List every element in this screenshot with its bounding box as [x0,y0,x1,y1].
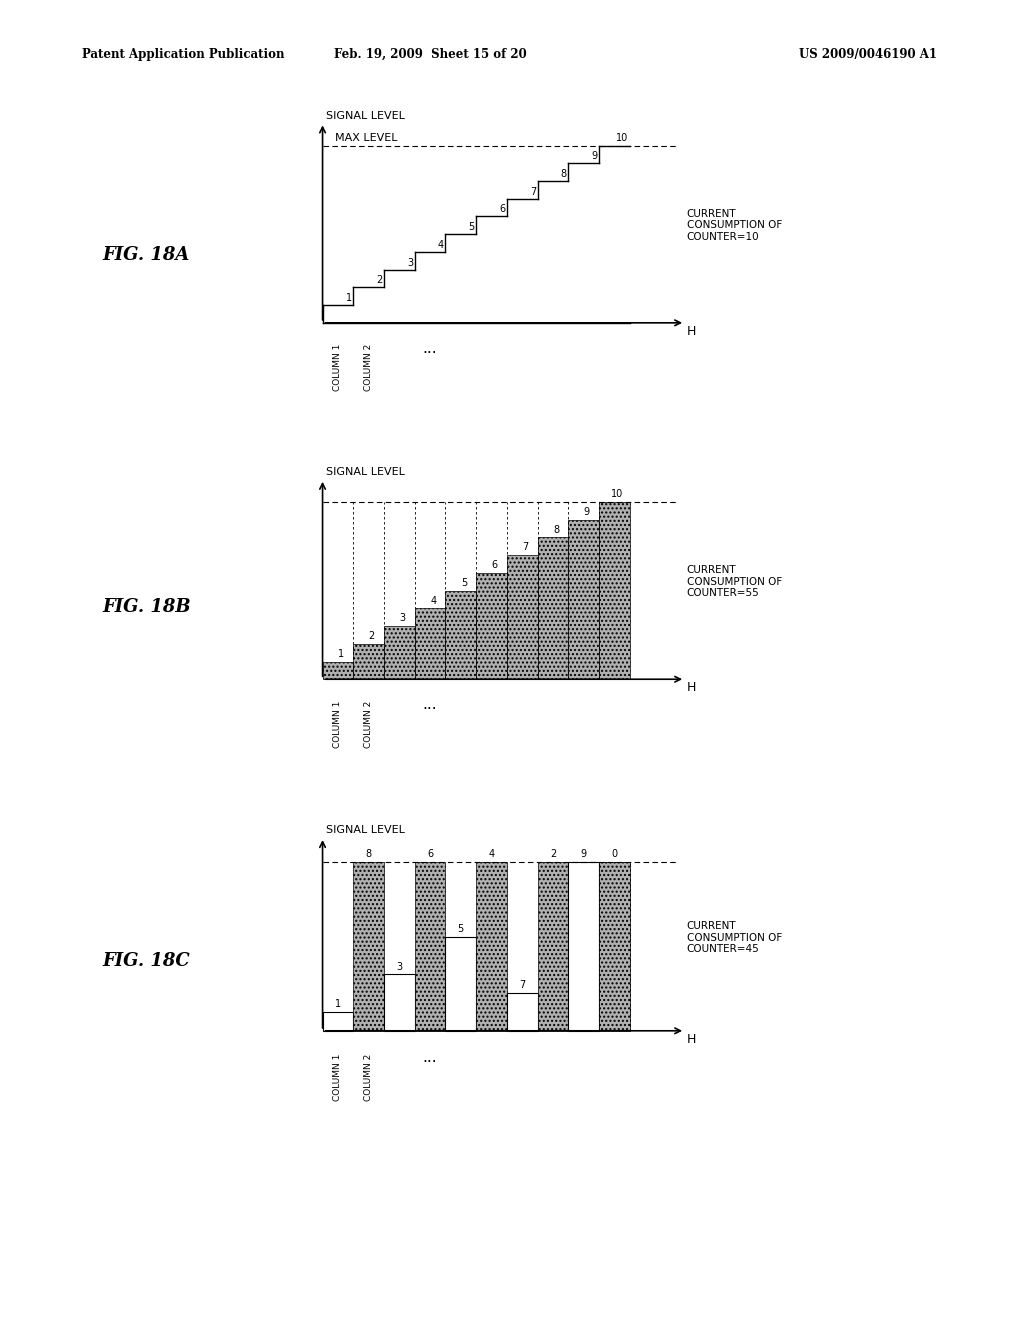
Text: US 2009/0046190 A1: US 2009/0046190 A1 [799,48,937,61]
Text: FIG. 18B: FIG. 18B [102,598,191,616]
Text: Patent Application Publication: Patent Application Publication [82,48,285,61]
Text: 9: 9 [581,849,587,859]
Bar [599,862,630,1031]
Bar [568,520,599,680]
Text: 3: 3 [408,257,413,268]
Text: ...: ... [423,1049,437,1065]
Text: 8: 8 [561,169,567,180]
Bar [538,537,568,680]
Text: 1: 1 [338,649,344,659]
Text: H: H [686,325,696,338]
Text: CURRENT
CONSUMPTION OF
COUNTER=45: CURRENT CONSUMPTION OF COUNTER=45 [686,921,782,954]
Text: COLUMN 1: COLUMN 1 [334,1053,342,1101]
Text: 9: 9 [584,507,590,517]
Bar [415,609,445,680]
Text: 8: 8 [553,525,559,535]
Text: 4: 4 [438,240,444,249]
Text: SIGNAL LEVEL: SIGNAL LEVEL [326,825,404,836]
Text: 10: 10 [611,490,624,499]
Text: COLUMN 2: COLUMN 2 [365,1053,373,1101]
Text: CURRENT
CONSUMPTION OF
COUNTER=10: CURRENT CONSUMPTION OF COUNTER=10 [686,209,782,242]
Text: 7: 7 [529,186,537,197]
Text: 6: 6 [492,560,498,570]
Text: ...: ... [423,697,437,711]
Bar [415,862,445,1031]
Bar [445,590,476,680]
Text: COLUMN 2: COLUMN 2 [365,701,373,747]
Text: Feb. 19, 2009  Sheet 15 of 20: Feb. 19, 2009 Sheet 15 of 20 [334,48,526,61]
Text: 10: 10 [616,133,628,144]
Bar [323,1012,353,1031]
Text: 5: 5 [458,924,464,935]
Text: FIG. 18C: FIG. 18C [102,952,190,970]
Text: COLUMN 1: COLUMN 1 [334,345,342,392]
Text: COLUMN 1: COLUMN 1 [334,701,342,748]
Text: 2: 2 [369,631,375,642]
Text: FIG. 18A: FIG. 18A [102,246,189,264]
Text: ...: ... [423,341,437,355]
Text: MAX LEVEL: MAX LEVEL [335,133,397,143]
Bar [599,502,630,680]
Bar [538,862,568,1031]
Bar [445,937,476,1031]
Bar [476,862,507,1031]
Text: 5: 5 [468,222,475,232]
Text: 3: 3 [396,961,402,972]
Text: 7: 7 [519,981,525,990]
Text: 7: 7 [522,543,528,553]
Text: CURRENT
CONSUMPTION OF
COUNTER=55: CURRENT CONSUMPTION OF COUNTER=55 [686,565,782,598]
Text: H: H [686,681,696,694]
Text: SIGNAL LEVEL: SIGNAL LEVEL [326,111,404,120]
Text: 0: 0 [611,849,617,859]
Text: 2: 2 [550,849,556,859]
Bar [568,862,599,1031]
Text: 6: 6 [427,849,433,859]
Text: 4: 4 [430,595,436,606]
Bar [323,661,353,680]
Text: 1: 1 [346,293,352,304]
Text: 3: 3 [399,614,406,623]
Text: 8: 8 [366,849,372,859]
Bar [384,974,415,1031]
Bar [384,626,415,680]
Text: 5: 5 [461,578,467,587]
Text: COLUMN 2: COLUMN 2 [365,345,373,391]
Bar [507,993,538,1031]
Text: H: H [686,1032,696,1045]
Text: 2: 2 [376,276,383,285]
Text: 9: 9 [592,152,597,161]
Bar [507,556,538,680]
Bar [353,644,384,680]
Bar [353,862,384,1031]
Text: 1: 1 [335,999,341,1010]
Bar [476,573,507,680]
Text: 4: 4 [488,849,495,859]
Text: SIGNAL LEVEL: SIGNAL LEVEL [326,467,404,477]
Text: 6: 6 [500,205,506,214]
